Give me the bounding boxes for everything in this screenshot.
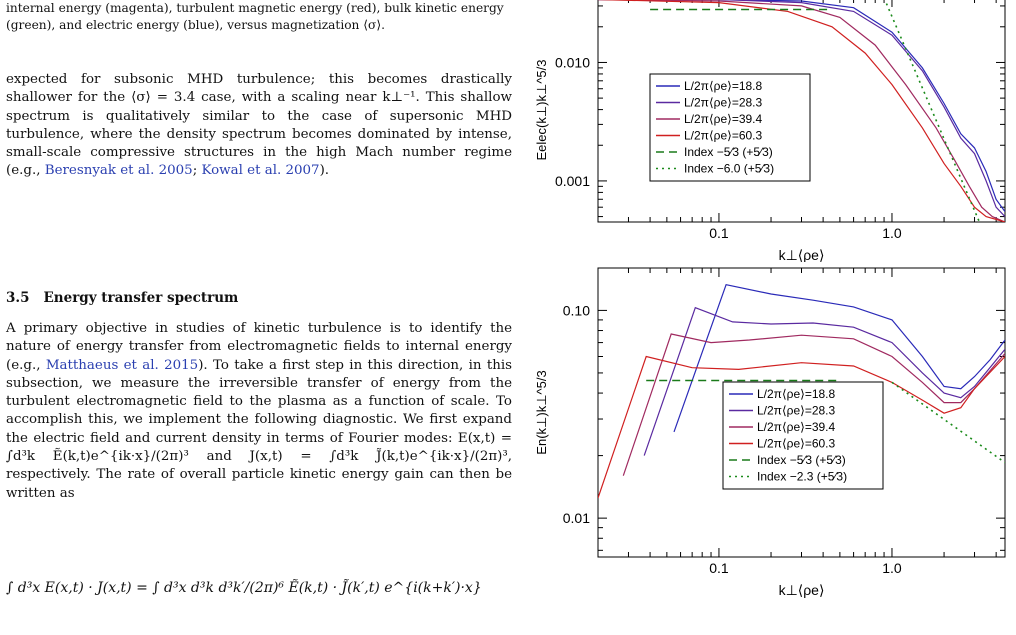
series-line [884,0,981,222]
paragraph-2-text-a: A primary objective in studies of kineti… [6,321,512,373]
series-line [673,284,1005,433]
y-tick-label: 0.01 [563,510,590,526]
legend-label: Index −5⁄3 (+5⁄3) [684,145,773,159]
caption-text: internal energy (magenta), turbulent mag… [6,1,504,32]
legend-label: L/2π⟨ρe⟩=60.3 [684,129,763,143]
series-line [643,306,1005,456]
section-number: 3.5 [6,290,30,306]
equation-text: ∫ d³x E(x,t) · J(x,t) = ∫ d³x d³k d³k′/(… [6,580,482,596]
legend-box [722,381,884,490]
series-line [891,381,1005,464]
y-axis-label: En(k⊥)k⊥^5/3 [534,370,549,454]
series-line [598,0,1005,218]
x-tick-label: 0.1 [709,560,729,576]
section-heading: 3.5 Energy transfer spectrum [6,290,238,306]
y-tick-label: 0.010 [555,54,590,70]
figure-caption: internal energy (magenta), turbulent mag… [6,0,512,33]
legend-label: Index −2.3 (+5⁄3) [757,470,847,484]
series-line [598,0,1005,222]
paragraph-1: expected for subsonic MHD turbulence; th… [6,71,512,181]
y-tick-label: 0.10 [563,302,590,318]
density-spectrum-chart: 0.1 1.0 0.10 0.01 k⊥⟨ρe⟩ En(k⊥)k⊥^5/3 L/2π⟨ρe⟩… [534,267,1006,598]
paragraph-2-text-b: ). To take a first step in this directio… [6,357,513,501]
legend-label: L/2π⟨ρe⟩=28.3 [684,96,763,110]
legend-label: L/2π⟨ρe⟩=18.8 [684,79,763,93]
x-tick-label: 0.1 [709,225,729,241]
legend-label: L/2π⟨ρe⟩=28.3 [757,404,836,418]
series-line [622,333,1005,476]
x-axis-label: k⊥⟨ρe⟩ [779,247,825,262]
legend-label: Index −6.0 (+5⁄3) [684,162,774,176]
series-line [598,0,1005,213]
legend-label: L/2π⟨ρe⟩=39.4 [684,112,763,126]
legend-box [649,73,811,182]
citation-link[interactable]: Kowal et al. 2007 [201,163,320,179]
legend-label: L/2π⟨ρe⟩=60.3 [757,437,836,451]
legend-label: Index −5⁄3 (+5⁄3) [757,453,846,467]
y-tick-label: 0.001 [555,173,590,189]
equation: ∫ d³x E(x,t) · J(x,t) = ∫ d³x d³k d³k′/(… [6,580,512,596]
section-title: Energy transfer spectrum [43,290,239,306]
x-axis-label: k⊥⟨ρe⟩ [779,582,825,598]
citation-separator: ; [192,163,202,179]
series-line [598,355,1005,499]
paragraph-1-end: ). [319,163,330,179]
legend-label: L/2π⟨ρe⟩=39.4 [757,420,836,434]
citation-link[interactable]: Beresnyak et al. 2005 [44,163,193,179]
x-tick-label: 1.0 [882,560,902,576]
y-axis-label: Eelec(k⊥)k⊥^5/3 [534,60,549,161]
series-line [598,0,1005,222]
legend-label: L/2π⟨ρe⟩=18.8 [757,387,836,401]
paragraph-1-text: expected for subsonic MHD turbulence; th… [6,72,512,179]
x-tick-label: 1.0 [882,225,902,241]
citation-link[interactable]: Matthaeus et al. 2015 [45,357,199,373]
electric-energy-spectrum-chart: 0.1 1.0 0.010 0.001 k⊥⟨ρe⟩ Eelec(k⊥)k⊥^5/3 L/2… [534,0,1006,262]
paragraph-2: A primary objective in studies of kineti… [6,320,512,503]
